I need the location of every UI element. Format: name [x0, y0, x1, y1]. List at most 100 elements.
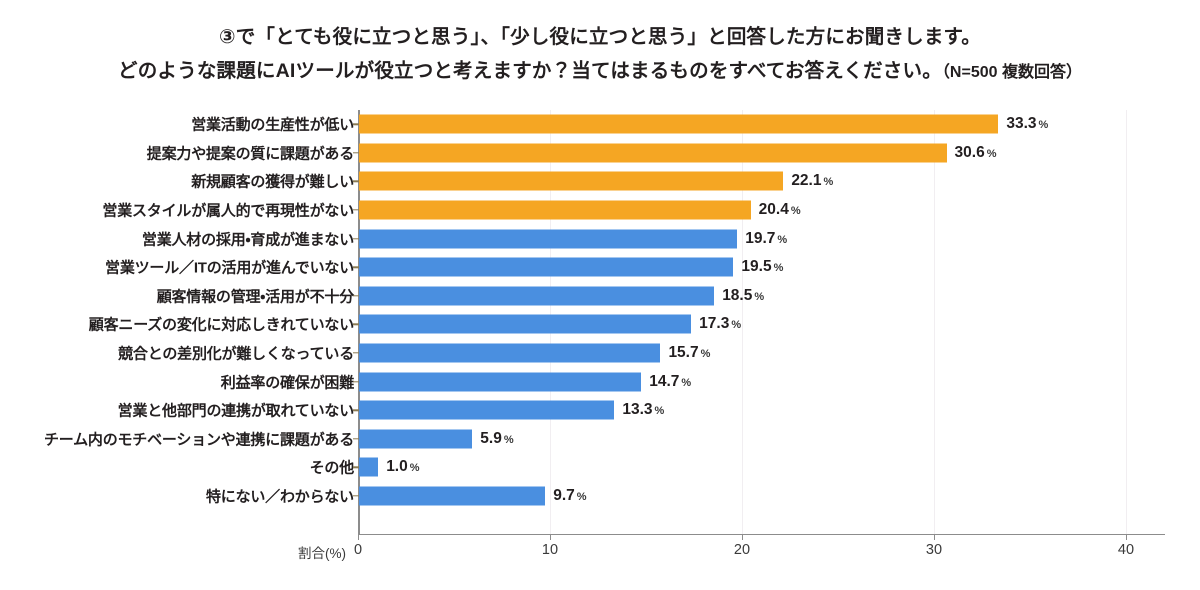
x-axis-caption: 割合(%): [298, 546, 346, 561]
bar-row: 新規顧客の獲得が難しい 22.1%: [0, 167, 1200, 196]
bar-value-number: 9.7: [553, 487, 575, 505]
category-label: 顧客ニーズの変化に対応しきれていない: [88, 316, 354, 334]
bar[interactable]: [359, 486, 546, 506]
bar-value-label: 18.5%: [722, 287, 764, 305]
percent-unit: %: [503, 433, 514, 446]
y-axis-tick: [353, 152, 359, 154]
bar-row: 利益率の確保が困難 14.7%: [0, 367, 1200, 396]
bar-value-number: 19.5: [741, 258, 772, 276]
bar[interactable]: [359, 457, 379, 477]
category-label: チーム内のモチベーションや連携に課題がある: [43, 431, 354, 449]
y-axis-tick: [353, 295, 359, 297]
y-axis-tick: [353, 266, 359, 268]
x-axis-tick-mark: [934, 534, 936, 540]
bar[interactable]: [359, 200, 751, 220]
bar-value-label: 20.4%: [759, 201, 801, 219]
percent-unit: %: [576, 491, 587, 504]
bar-value-label: 13.3%: [622, 401, 664, 419]
bar-value-number: 30.6: [954, 143, 985, 161]
x-axis-tick-label: 30: [925, 542, 943, 558]
question-heading-line-1: ③で「とても役に立つと思う」、「少し役に立つと思う」と回答した方にお聞きします。: [218, 26, 981, 48]
bar-row: 競合との差別化が難しくなっている 15.7%: [0, 339, 1200, 368]
bar-value-label: 19.7%: [745, 230, 787, 248]
bar-row: チーム内のモチベーションや連携に課題がある 5.9%: [0, 425, 1200, 454]
category-label: 競合との差別化が難しくなっている: [118, 345, 354, 363]
y-axis-tick: [353, 380, 359, 383]
y-axis-tick: [353, 123, 359, 125]
x-axis-tick-mark: [1126, 534, 1128, 540]
gridline-40: [1126, 110, 1127, 534]
y-axis-tick: [353, 237, 359, 240]
category-label: 特にない／わからない: [205, 488, 354, 506]
bar-row: その他 1.0%: [0, 453, 1200, 482]
bar-row: 営業人材の採用・育成が進まない 19.7%: [0, 224, 1200, 253]
y-axis-tick: [353, 409, 359, 411]
bar-row: 顧客ニーズの変化に対応しきれていない 17.3%: [0, 310, 1200, 339]
bar-value-number: 20.4: [758, 201, 789, 219]
percent-unit: %: [700, 348, 711, 361]
bar-row: 営業スタイルが属人的で再現性がない 20.4%: [0, 196, 1200, 225]
category-label: 営業人材の採用・育成が進まない: [141, 231, 354, 249]
bar-row: 営業と他部門の連携が取れていない 13.3%: [0, 396, 1200, 425]
question-heading-line-2-text: どのような課題にAIツールが役立つと考えますか？当てはまるものをすべてお答えくだ…: [118, 60, 942, 82]
x-axis-tick-label: 10: [541, 542, 559, 558]
y-axis-tick: [353, 438, 359, 440]
y-axis-tick: [353, 495, 359, 497]
percent-unit: %: [681, 376, 692, 389]
bar-value-number: 18.5: [722, 286, 753, 304]
category-label: 営業スタイルが属人的で再現性がない: [102, 202, 354, 220]
x-axis-line: [358, 534, 1165, 536]
bar-value-label: 33.3%: [1006, 115, 1048, 133]
bar-value-label: 22.1%: [791, 172, 833, 190]
bar[interactable]: [359, 286, 715, 306]
y-axis-tick: [353, 209, 359, 211]
bar[interactable]: [359, 372, 642, 392]
bar[interactable]: [359, 114, 999, 134]
question-heading-line-2: どのような課題にAIツールが役立つと考えますか？当てはまるものをすべてお答えくだ…: [0, 56, 1200, 88]
percent-unit: %: [823, 176, 834, 189]
bar-row: 営業活動の生産性が低い 33.3%: [0, 110, 1200, 139]
bar-value-number: 22.1: [791, 172, 822, 190]
y-axis-tick: [353, 180, 359, 183]
x-axis-tick-mark: [550, 534, 552, 540]
bar-row: 顧客情報の管理・活用が不十分 18.5%: [0, 282, 1200, 311]
bar-value-number: 13.3: [622, 401, 653, 419]
bar-value-label: 9.7%: [553, 487, 586, 505]
bar-value-number: 1.0: [386, 458, 408, 476]
x-axis-tick-label: 40: [1117, 542, 1135, 558]
bar-value-label: 19.5%: [741, 258, 783, 276]
category-label: 営業ツール／ITの活用が進んでいない: [105, 259, 354, 277]
bar[interactable]: [359, 429, 473, 449]
x-axis-tick-mark: [742, 534, 744, 540]
y-axis-tick: [353, 323, 359, 326]
bar[interactable]: [359, 400, 615, 420]
percent-unit: %: [409, 462, 420, 475]
percent-unit: %: [731, 319, 742, 332]
percent-unit: %: [654, 405, 665, 418]
bar-value-number: 5.9: [480, 429, 502, 447]
chart-title-block: ③で「とても役に立つと思う」、「少し役に立つと思う」と回答した方にお聞きします。…: [0, 22, 1200, 88]
bar[interactable]: [359, 343, 661, 363]
sample-size-note: （N=500 複数回答）: [941, 64, 1082, 81]
bar-value-label: 30.6%: [955, 144, 997, 162]
bar-value-number: 19.7: [745, 229, 776, 247]
bar-chart: 営業活動の生産性が低い 33.3% 提案力や提案の質に課題がある 30.6% 新規顧客の…: [0, 104, 1200, 574]
category-label: 利益率の確保が困難: [220, 374, 354, 392]
gridline-30: [934, 110, 935, 534]
percent-unit: %: [773, 262, 784, 275]
bar[interactable]: [359, 257, 734, 277]
bar[interactable]: [359, 171, 784, 191]
category-label: その他: [309, 459, 355, 477]
percent-unit: %: [777, 233, 788, 246]
bar-value-label: 15.7%: [668, 344, 710, 362]
bar[interactable]: [359, 314, 692, 334]
bar[interactable]: [359, 143, 947, 163]
x-axis-tick-mark: [358, 534, 360, 540]
bar-value-number: 33.3: [1006, 115, 1037, 133]
category-label: 顧客情報の管理・活用が不十分: [156, 288, 355, 306]
percent-unit: %: [790, 205, 801, 218]
bar[interactable]: [359, 229, 738, 249]
percent-unit: %: [986, 147, 997, 160]
category-label: 営業活動の生産性が低い: [191, 116, 354, 134]
